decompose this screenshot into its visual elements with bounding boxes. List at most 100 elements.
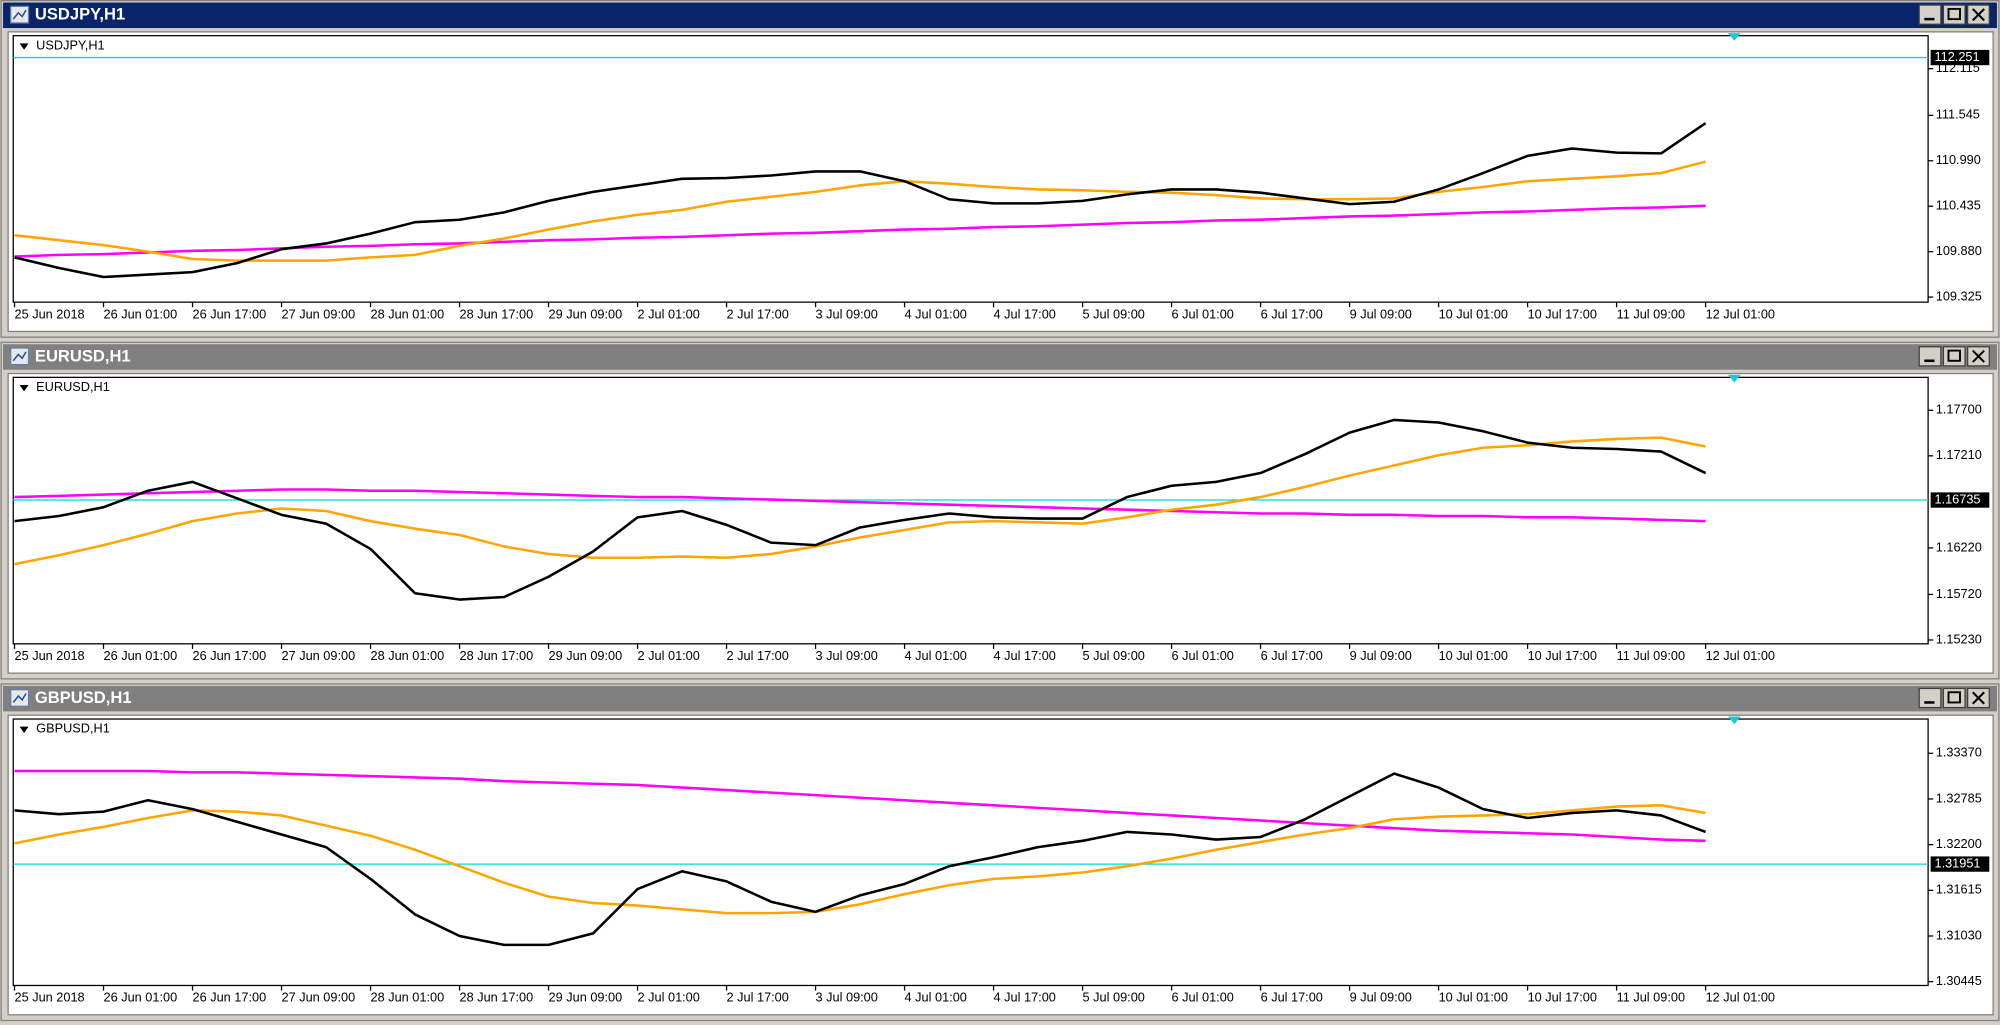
x-tick-label: 10 Jul 17:00: [1528, 648, 1597, 663]
x-tick-label: 12 Jul 01:00: [1706, 306, 1775, 321]
close-glyph: [1972, 349, 1985, 363]
x-tick-label: 5 Jul 09:00: [1083, 648, 1145, 663]
x-tick-label: 28 Jun 17:00: [460, 990, 534, 1005]
x-tick-label: 29 Jun 09:00: [549, 648, 623, 663]
window-title: GBPUSD,H1: [35, 688, 132, 707]
x-tick-label: 26 Jun 01:00: [104, 306, 178, 321]
y-tick-label: 109.880: [1936, 243, 1982, 258]
shift-marker: [1727, 716, 1741, 725]
y-tick-label: 1.32200: [1936, 836, 1982, 851]
y-tick-label: 110.435: [1936, 198, 1981, 213]
maximize-glyph: [1947, 349, 1961, 362]
shift-marker: [1727, 33, 1741, 41]
chart-area: [7, 372, 1994, 674]
x-tick-label: 11 Jul 09:00: [1617, 648, 1685, 663]
x-tick-label: 2 Jul 01:00: [638, 648, 700, 663]
y-tick-label: 1.17700: [1936, 402, 1982, 417]
close-glyph: [1972, 691, 1985, 705]
x-tick-label: 25 Jun 2018: [15, 306, 85, 321]
minimize-button[interactable]: [1918, 687, 1942, 709]
x-tick-label: 28 Jun 17:00: [460, 306, 534, 321]
x-tick-label: 26 Jun 01:00: [104, 648, 178, 663]
x-tick-label: 2 Jul 01:00: [638, 990, 700, 1005]
y-tick-label: 1.31030: [1936, 927, 1982, 942]
window-icon-glyph: [12, 351, 27, 362]
y-tick-label: 111.545: [1936, 107, 1980, 122]
minimize-glyph: [1924, 359, 1935, 363]
series-line: [14, 122, 1707, 279]
x-tick-label: 26 Jun 17:00: [193, 648, 267, 663]
series-line: [14, 436, 1706, 566]
x-tick-label: 5 Jul 09:00: [1083, 990, 1145, 1005]
x-tick-label: 9 Jul 09:00: [1350, 990, 1412, 1005]
x-tick-label: 27 Jun 09:00: [282, 990, 356, 1005]
x-tick-label: 10 Jul 01:00: [1439, 990, 1508, 1005]
maximize-glyph: [1947, 7, 1961, 21]
chart-area: [7, 714, 1994, 1016]
x-tick-label: 10 Jul 17:00: [1528, 306, 1597, 321]
chart-label-triangle: [19, 726, 29, 734]
minimize-button[interactable]: [1918, 4, 1942, 25]
price-label: 1.31951: [1934, 855, 1980, 870]
series-line: [14, 769, 1706, 843]
chart-label-triangle: [19, 385, 29, 392]
window-title: EURUSD,H1: [35, 346, 131, 365]
chart-label: EURUSD,H1: [36, 379, 110, 394]
plot-frame: [12, 376, 1929, 645]
x-tick-label: 27 Jun 09:00: [282, 306, 356, 321]
price-label: 112.251: [1934, 49, 1979, 64]
minimize-glyph: [1924, 701, 1935, 704]
x-tick-label: 3 Jul 09:00: [816, 306, 878, 321]
minimize-button[interactable]: [1918, 346, 1942, 367]
x-tick-label: 6 Jul 17:00: [1261, 990, 1323, 1005]
plot-frame: [12, 718, 1929, 987]
y-tick-label: 1.16220: [1936, 539, 1982, 554]
x-tick-label: 9 Jul 09:00: [1350, 648, 1412, 663]
y-tick-label: 109.325: [1936, 288, 1982, 303]
x-tick-label: 29 Jun 09:00: [549, 990, 623, 1005]
maximize-glyph: [1947, 691, 1961, 704]
series-line: [14, 418, 1707, 601]
x-tick-label: 29 Jun 09:00: [549, 306, 623, 321]
x-tick-label: 3 Jul 09:00: [816, 990, 878, 1005]
chart-label: USDJPY,H1: [36, 37, 104, 52]
x-tick-label: 26 Jun 17:00: [193, 306, 267, 321]
x-tick-label: 5 Jul 09:00: [1083, 306, 1145, 321]
x-tick-label: 25 Jun 2018: [15, 648, 85, 663]
x-tick-label: 28 Jun 01:00: [371, 648, 445, 663]
window-icon-glyph: [12, 693, 27, 703]
chart-label-triangle: [19, 43, 29, 50]
price-label-box: [1930, 856, 1990, 872]
x-tick-label: 9 Jul 09:00: [1350, 306, 1412, 321]
x-tick-label: 4 Jul 01:00: [905, 648, 967, 663]
x-tick-label: 28 Jun 01:00: [371, 306, 445, 321]
x-tick-label: 2 Jul 17:00: [727, 306, 789, 321]
y-tick-label: 1.30445: [1936, 973, 1982, 988]
chart-label: GBPUSD,H1: [36, 721, 110, 736]
x-tick-label: 25 Jun 2018: [15, 990, 85, 1005]
series-line: [14, 488, 1706, 523]
x-tick-label: 3 Jul 09:00: [816, 648, 878, 663]
x-tick-label: 26 Jun 17:00: [193, 990, 267, 1005]
y-tick-label: 1.32785: [1936, 790, 1982, 805]
x-tick-label: 2 Jul 01:00: [638, 306, 700, 321]
x-tick-label: 10 Jul 17:00: [1528, 990, 1597, 1005]
x-tick-label: 10 Jul 01:00: [1439, 648, 1508, 663]
x-tick-label: 26 Jun 01:00: [104, 990, 178, 1005]
price-label-box: [1930, 49, 1990, 66]
y-tick-label: 110.990: [1936, 152, 1981, 167]
x-tick-label: 28 Jun 01:00: [371, 990, 445, 1005]
minimize-glyph: [1924, 17, 1935, 21]
x-tick-label: 6 Jul 01:00: [1172, 990, 1234, 1005]
x-tick-label: 6 Jul 01:00: [1172, 306, 1234, 321]
x-tick-label: 4 Jul 17:00: [994, 306, 1056, 321]
y-tick-label: 1.17210: [1936, 447, 1982, 462]
x-tick-label: 4 Jul 17:00: [994, 648, 1056, 663]
series-line: [14, 804, 1706, 915]
chart-area: [7, 31, 1994, 333]
x-tick-label: 4 Jul 01:00: [905, 306, 967, 321]
close-glyph: [1972, 8, 1985, 22]
title-bar: [3, 2, 1997, 29]
window-title: USDJPY,H1: [35, 5, 125, 24]
